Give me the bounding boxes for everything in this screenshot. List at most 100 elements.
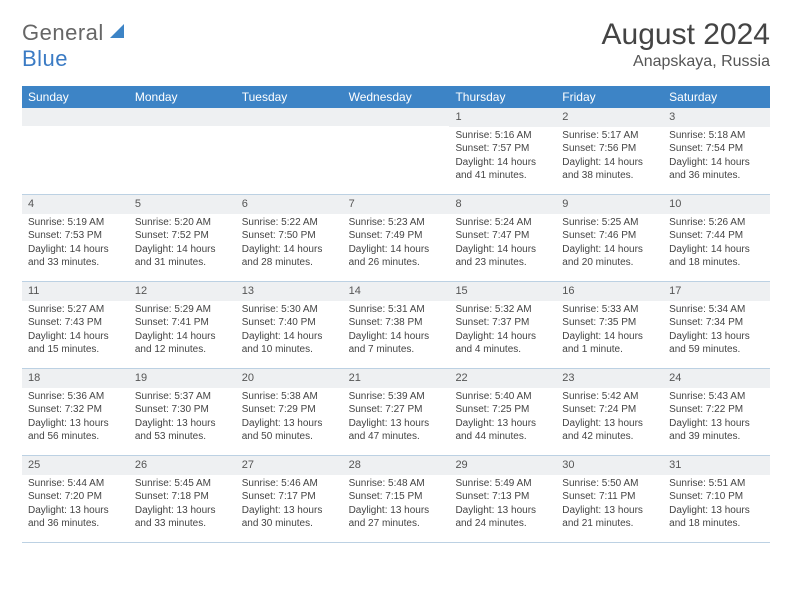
daylight-text: and 28 minutes.	[242, 256, 337, 270]
sunrise-text: Sunrise: 5:48 AM	[349, 477, 444, 491]
day-body: Sunrise: 5:25 AMSunset: 7:46 PMDaylight:…	[556, 214, 663, 274]
daylight-text: and 31 minutes.	[135, 256, 230, 270]
daylight-text: Daylight: 14 hours	[242, 330, 337, 344]
day-body: Sunrise: 5:45 AMSunset: 7:18 PMDaylight:…	[129, 475, 236, 535]
day-body: Sunrise: 5:48 AMSunset: 7:15 PMDaylight:…	[343, 475, 450, 535]
weekday-header: Thursday	[449, 86, 556, 108]
day-body: Sunrise: 5:34 AMSunset: 7:34 PMDaylight:…	[663, 301, 770, 361]
daylight-text: Daylight: 14 hours	[135, 330, 230, 344]
daylight-text: and 33 minutes.	[28, 256, 123, 270]
daylight-text: and 56 minutes.	[28, 430, 123, 444]
day-number: 1	[449, 108, 556, 127]
sunrise-text: Sunrise: 5:25 AM	[562, 216, 657, 230]
day-number: 30	[556, 456, 663, 475]
daylight-text: and 36 minutes.	[669, 169, 764, 183]
sunset-text: Sunset: 7:13 PM	[455, 490, 550, 504]
sunset-text: Sunset: 7:41 PM	[135, 316, 230, 330]
day-body: Sunrise: 5:19 AMSunset: 7:53 PMDaylight:…	[22, 214, 129, 274]
day-cell: 3Sunrise: 5:18 AMSunset: 7:54 PMDaylight…	[663, 108, 770, 194]
day-body: Sunrise: 5:37 AMSunset: 7:30 PMDaylight:…	[129, 388, 236, 448]
sunrise-text: Sunrise: 5:42 AM	[562, 390, 657, 404]
weekday-header: Saturday	[663, 86, 770, 108]
day-number	[22, 108, 129, 126]
day-cell: 12Sunrise: 5:29 AMSunset: 7:41 PMDayligh…	[129, 282, 236, 368]
day-number: 6	[236, 195, 343, 214]
daylight-text: Daylight: 13 hours	[669, 330, 764, 344]
sunset-text: Sunset: 7:40 PM	[242, 316, 337, 330]
daylight-text: Daylight: 13 hours	[242, 504, 337, 518]
daylight-text: and 36 minutes.	[28, 517, 123, 531]
calendar-body: 1Sunrise: 5:16 AMSunset: 7:57 PMDaylight…	[22, 108, 770, 543]
daylight-text: Daylight: 14 hours	[669, 243, 764, 257]
weekday-header: Monday	[129, 86, 236, 108]
sunset-text: Sunset: 7:52 PM	[135, 229, 230, 243]
daylight-text: and 39 minutes.	[669, 430, 764, 444]
sunrise-text: Sunrise: 5:23 AM	[349, 216, 444, 230]
day-body: Sunrise: 5:17 AMSunset: 7:56 PMDaylight:…	[556, 127, 663, 187]
day-body: Sunrise: 5:38 AMSunset: 7:29 PMDaylight:…	[236, 388, 343, 448]
day-body: Sunrise: 5:27 AMSunset: 7:43 PMDaylight:…	[22, 301, 129, 361]
sunrise-text: Sunrise: 5:29 AM	[135, 303, 230, 317]
sunset-text: Sunset: 7:15 PM	[349, 490, 444, 504]
daylight-text: Daylight: 14 hours	[455, 156, 550, 170]
sunrise-text: Sunrise: 5:34 AM	[669, 303, 764, 317]
logo-text-general: General	[22, 20, 104, 45]
day-number: 23	[556, 369, 663, 388]
day-cell: 26Sunrise: 5:45 AMSunset: 7:18 PMDayligh…	[129, 456, 236, 542]
daylight-text: Daylight: 14 hours	[562, 243, 657, 257]
daylight-text: Daylight: 14 hours	[455, 330, 550, 344]
daylight-text: and 42 minutes.	[562, 430, 657, 444]
day-cell: 22Sunrise: 5:40 AMSunset: 7:25 PMDayligh…	[449, 369, 556, 455]
daylight-text: Daylight: 13 hours	[349, 504, 444, 518]
day-number	[129, 108, 236, 126]
day-number: 14	[343, 282, 450, 301]
day-number: 28	[343, 456, 450, 475]
daylight-text: Daylight: 13 hours	[135, 417, 230, 431]
day-number: 19	[129, 369, 236, 388]
day-body: Sunrise: 5:36 AMSunset: 7:32 PMDaylight:…	[22, 388, 129, 448]
sunset-text: Sunset: 7:50 PM	[242, 229, 337, 243]
day-cell: 7Sunrise: 5:23 AMSunset: 7:49 PMDaylight…	[343, 195, 450, 281]
day-number: 27	[236, 456, 343, 475]
day-number: 26	[129, 456, 236, 475]
sunrise-text: Sunrise: 5:51 AM	[669, 477, 764, 491]
day-cell: 9Sunrise: 5:25 AMSunset: 7:46 PMDaylight…	[556, 195, 663, 281]
daylight-text: and 1 minute.	[562, 343, 657, 357]
sunrise-text: Sunrise: 5:20 AM	[135, 216, 230, 230]
daylight-text: Daylight: 13 hours	[562, 504, 657, 518]
day-cell	[343, 108, 450, 194]
day-cell: 5Sunrise: 5:20 AMSunset: 7:52 PMDaylight…	[129, 195, 236, 281]
page-title: August 2024	[602, 18, 770, 51]
day-number: 4	[22, 195, 129, 214]
daylight-text: and 20 minutes.	[562, 256, 657, 270]
daylight-text: and 47 minutes.	[349, 430, 444, 444]
day-body: Sunrise: 5:29 AMSunset: 7:41 PMDaylight:…	[129, 301, 236, 361]
day-body: Sunrise: 5:46 AMSunset: 7:17 PMDaylight:…	[236, 475, 343, 535]
day-body: Sunrise: 5:22 AMSunset: 7:50 PMDaylight:…	[236, 214, 343, 274]
sunrise-text: Sunrise: 5:39 AM	[349, 390, 444, 404]
day-cell: 27Sunrise: 5:46 AMSunset: 7:17 PMDayligh…	[236, 456, 343, 542]
day-body: Sunrise: 5:24 AMSunset: 7:47 PMDaylight:…	[449, 214, 556, 274]
day-body: Sunrise: 5:43 AMSunset: 7:22 PMDaylight:…	[663, 388, 770, 448]
day-number: 18	[22, 369, 129, 388]
day-number: 7	[343, 195, 450, 214]
daylight-text: and 50 minutes.	[242, 430, 337, 444]
day-number: 12	[129, 282, 236, 301]
weekday-header: Friday	[556, 86, 663, 108]
day-cell	[129, 108, 236, 194]
day-body: Sunrise: 5:51 AMSunset: 7:10 PMDaylight:…	[663, 475, 770, 535]
sunrise-text: Sunrise: 5:16 AM	[455, 129, 550, 143]
day-cell: 15Sunrise: 5:32 AMSunset: 7:37 PMDayligh…	[449, 282, 556, 368]
daylight-text: and 15 minutes.	[28, 343, 123, 357]
sunrise-text: Sunrise: 5:18 AM	[669, 129, 764, 143]
sunset-text: Sunset: 7:11 PM	[562, 490, 657, 504]
daylight-text: and 26 minutes.	[349, 256, 444, 270]
day-number: 21	[343, 369, 450, 388]
day-body: Sunrise: 5:33 AMSunset: 7:35 PMDaylight:…	[556, 301, 663, 361]
daylight-text: and 59 minutes.	[669, 343, 764, 357]
day-number: 2	[556, 108, 663, 127]
daylight-text: Daylight: 13 hours	[349, 417, 444, 431]
sunset-text: Sunset: 7:34 PM	[669, 316, 764, 330]
sunrise-text: Sunrise: 5:45 AM	[135, 477, 230, 491]
week-row: 25Sunrise: 5:44 AMSunset: 7:20 PMDayligh…	[22, 456, 770, 543]
